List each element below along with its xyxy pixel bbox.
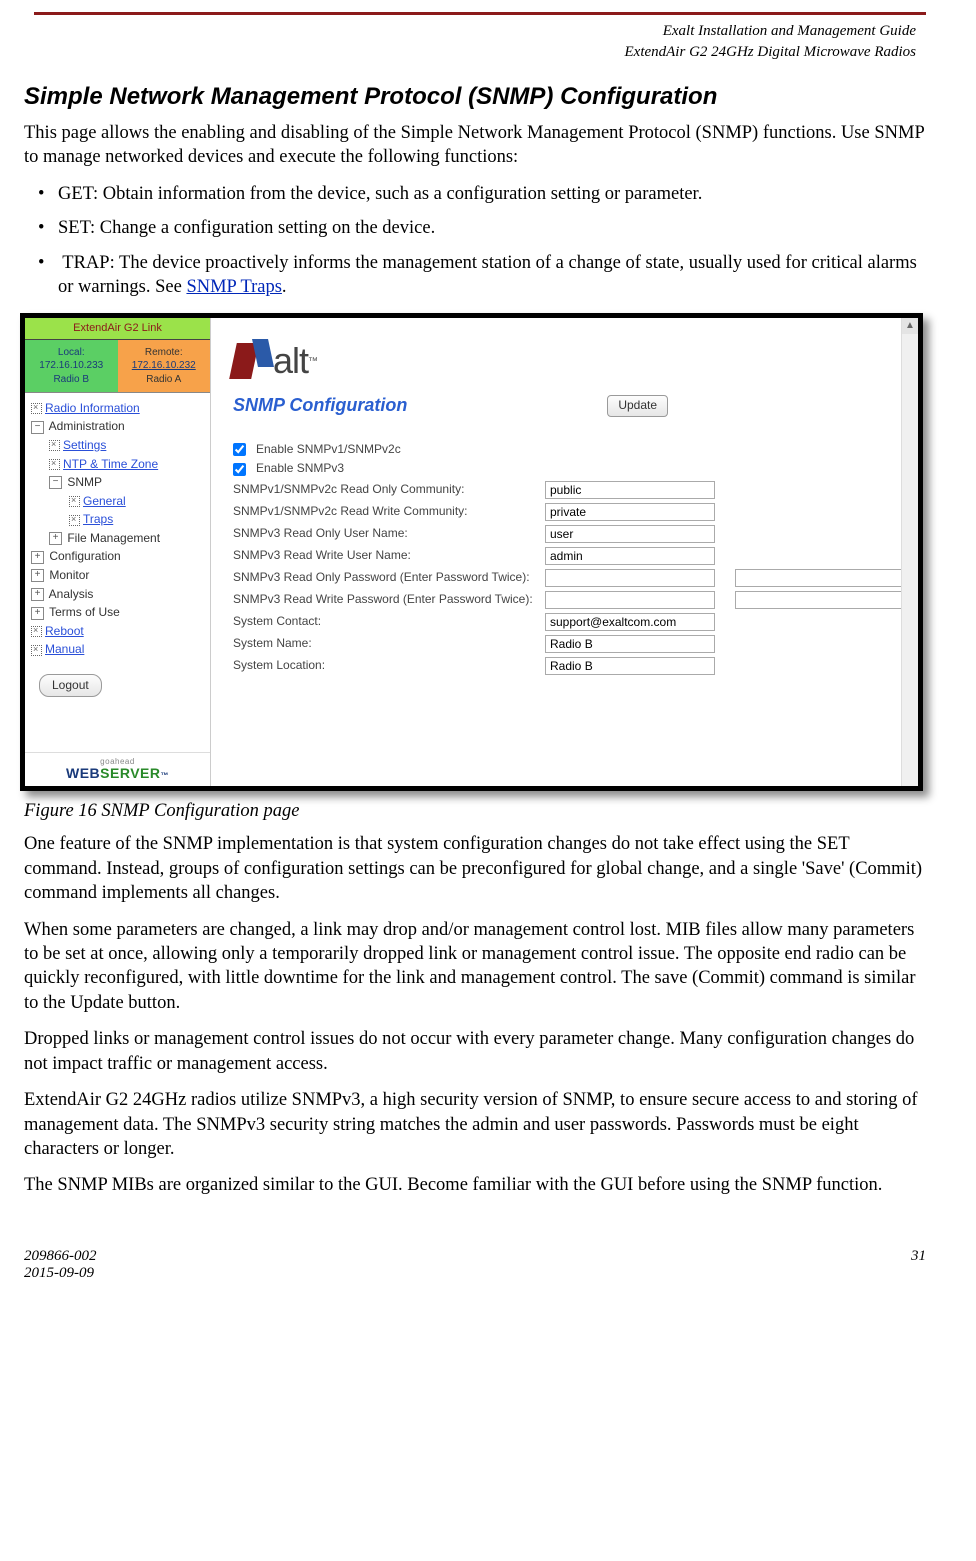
rw-password-label: SNMPv3 Read Write Password (Enter Passwo… [233,592,545,608]
rw-community-label: SNMPv1/SNMPv2c Read Write Community: [233,504,545,520]
ro-password-label: SNMPv3 Read Only Password (Enter Passwor… [233,570,545,586]
page-number: 31 [911,1248,926,1282]
snmp-traps-link[interactable]: SNMP Traps [186,277,281,297]
expand-icon[interactable]: + [31,551,44,564]
scroll-up-icon[interactable]: ▲ [902,318,918,334]
rw-user-label: SNMPv3 Read Write User Name: [233,548,545,564]
collapse-icon[interactable]: − [31,421,44,434]
nav-configuration[interactable]: Configuration [49,549,120,563]
ro-user-input[interactable] [545,525,715,543]
node-icon [69,496,80,507]
nav-radio-info[interactable]: Radio Information [45,401,140,415]
figure-caption: Figure 16 SNMP Configuration page [24,801,926,822]
paragraph-4: ExtendAir G2 24GHz radios utilize SNMPv3… [24,1088,926,1161]
doc-date: 2015-09-09 [24,1265,97,1282]
node-icon [31,626,42,637]
system-name-input[interactable] [545,635,715,653]
main-panel: alt ™ SNMP Configuration Update Enable S… [211,318,923,786]
enable-snmpv1v2c-label: Enable SNMPv1/SNMPv2c [256,442,401,458]
nav-reboot[interactable]: Reboot [45,624,84,638]
config-page-title: SNMP Configuration [233,394,407,417]
rw-password-input-1[interactable] [545,591,715,609]
bullet-trap: TRAP: The device proactively informs the… [24,251,926,300]
enable-snmpv3-checkbox[interactable] [233,463,246,476]
node-icon [69,515,80,526]
expand-icon[interactable]: + [31,569,44,582]
system-name-label: System Name: [233,636,545,652]
ro-user-label: SNMPv3 Read Only User Name: [233,526,545,542]
nav-monitor[interactable]: Monitor [49,568,89,582]
system-location-input[interactable] [545,657,715,675]
enable-snmpv3-label: Enable SNMPv3 [256,461,344,477]
node-icon [31,645,42,656]
webserver-logo: goahead WEBSERVER™ [25,752,210,783]
expand-icon[interactable]: + [49,532,62,545]
nav-terms[interactable]: Terms of Use [49,605,120,619]
scrollbar[interactable]: ▲ [901,318,918,786]
paragraph-1: One feature of the SNMP implementation i… [24,832,926,905]
node-icon [49,459,60,470]
snmp-config-form: Enable SNMPv1/SNMPv2c Enable SNMPv3 SNMP… [233,440,923,677]
local-radio-box[interactable]: Local: 172.16.10.233 Radio B [25,340,118,393]
collapse-icon[interactable]: − [49,476,62,489]
expand-icon[interactable]: + [31,607,44,620]
logo-mark-icon [233,339,271,383]
exalt-logo: alt ™ [233,338,318,385]
nav-snmp[interactable]: SNMP [67,475,102,489]
sidebar: ExtendAir G2 Link Local: 172.16.10.233 R… [25,318,211,786]
update-button[interactable]: Update [607,395,668,417]
paragraph-3: Dropped links or management control issu… [24,1027,926,1076]
system-location-label: System Location: [233,658,545,674]
rw-community-input[interactable] [545,503,715,521]
bullet-set: SET: Change a configuration setting on t… [24,216,926,240]
rw-user-input[interactable] [545,547,715,565]
intro-paragraph: This page allows the enabling and disabl… [24,121,926,170]
nav-administration[interactable]: Administration [49,419,125,433]
node-icon [31,403,42,414]
node-icon [49,440,60,451]
ro-password-input-1[interactable] [545,569,715,587]
doc-header: Exalt Installation and Management Guide … [24,21,916,63]
nav-analysis[interactable]: Analysis [49,587,94,601]
ro-password-input-2[interactable] [735,569,923,587]
nav-filemgmt[interactable]: File Management [67,531,160,545]
doc-number: 209866-002 [24,1248,97,1265]
bullet-get: GET: Obtain information from the device,… [24,182,926,206]
nav-ntp[interactable]: NTP & Time Zone [63,457,158,471]
nav-manual[interactable]: Manual [45,642,84,656]
rw-password-input-2[interactable] [735,591,923,609]
bullet-list: GET: Obtain information from the device,… [24,182,926,300]
nav-settings[interactable]: Settings [63,438,106,452]
page-footer: 209866-002 2015-09-09 31 [24,1248,926,1282]
logout-button[interactable]: Logout [39,674,102,698]
system-contact-label: System Contact: [233,614,545,630]
paragraph-2: When some parameters are changed, a link… [24,918,926,1016]
link-title-bar: ExtendAir G2 Link [25,318,210,339]
section-title: Simple Network Management Protocol (SNMP… [24,83,926,111]
snmp-config-screenshot: ExtendAir G2 Link Local: 172.16.10.233 R… [20,313,923,791]
nav-general[interactable]: General [83,494,126,508]
doc-header-line1: Exalt Installation and Management Guide [24,21,916,42]
expand-icon[interactable]: + [31,588,44,601]
paragraph-5: The SNMP MIBs are organized similar to t… [24,1173,926,1197]
ro-community-label: SNMPv1/SNMPv2c Read Only Community: [233,482,545,498]
nav-traps[interactable]: Traps [83,512,113,526]
remote-ip-link[interactable]: 172.16.10.232 [132,360,196,371]
ro-community-input[interactable] [545,481,715,499]
nav-tree: Radio Information − Administration Setti… [25,393,210,697]
enable-snmpv1v2c-checkbox[interactable] [233,443,246,456]
doc-header-line2: ExtendAir G2 24GHz Digital Microwave Rad… [24,42,916,63]
system-contact-input[interactable] [545,613,715,631]
remote-radio-box[interactable]: Remote: 172.16.10.232 Radio A [118,340,211,393]
